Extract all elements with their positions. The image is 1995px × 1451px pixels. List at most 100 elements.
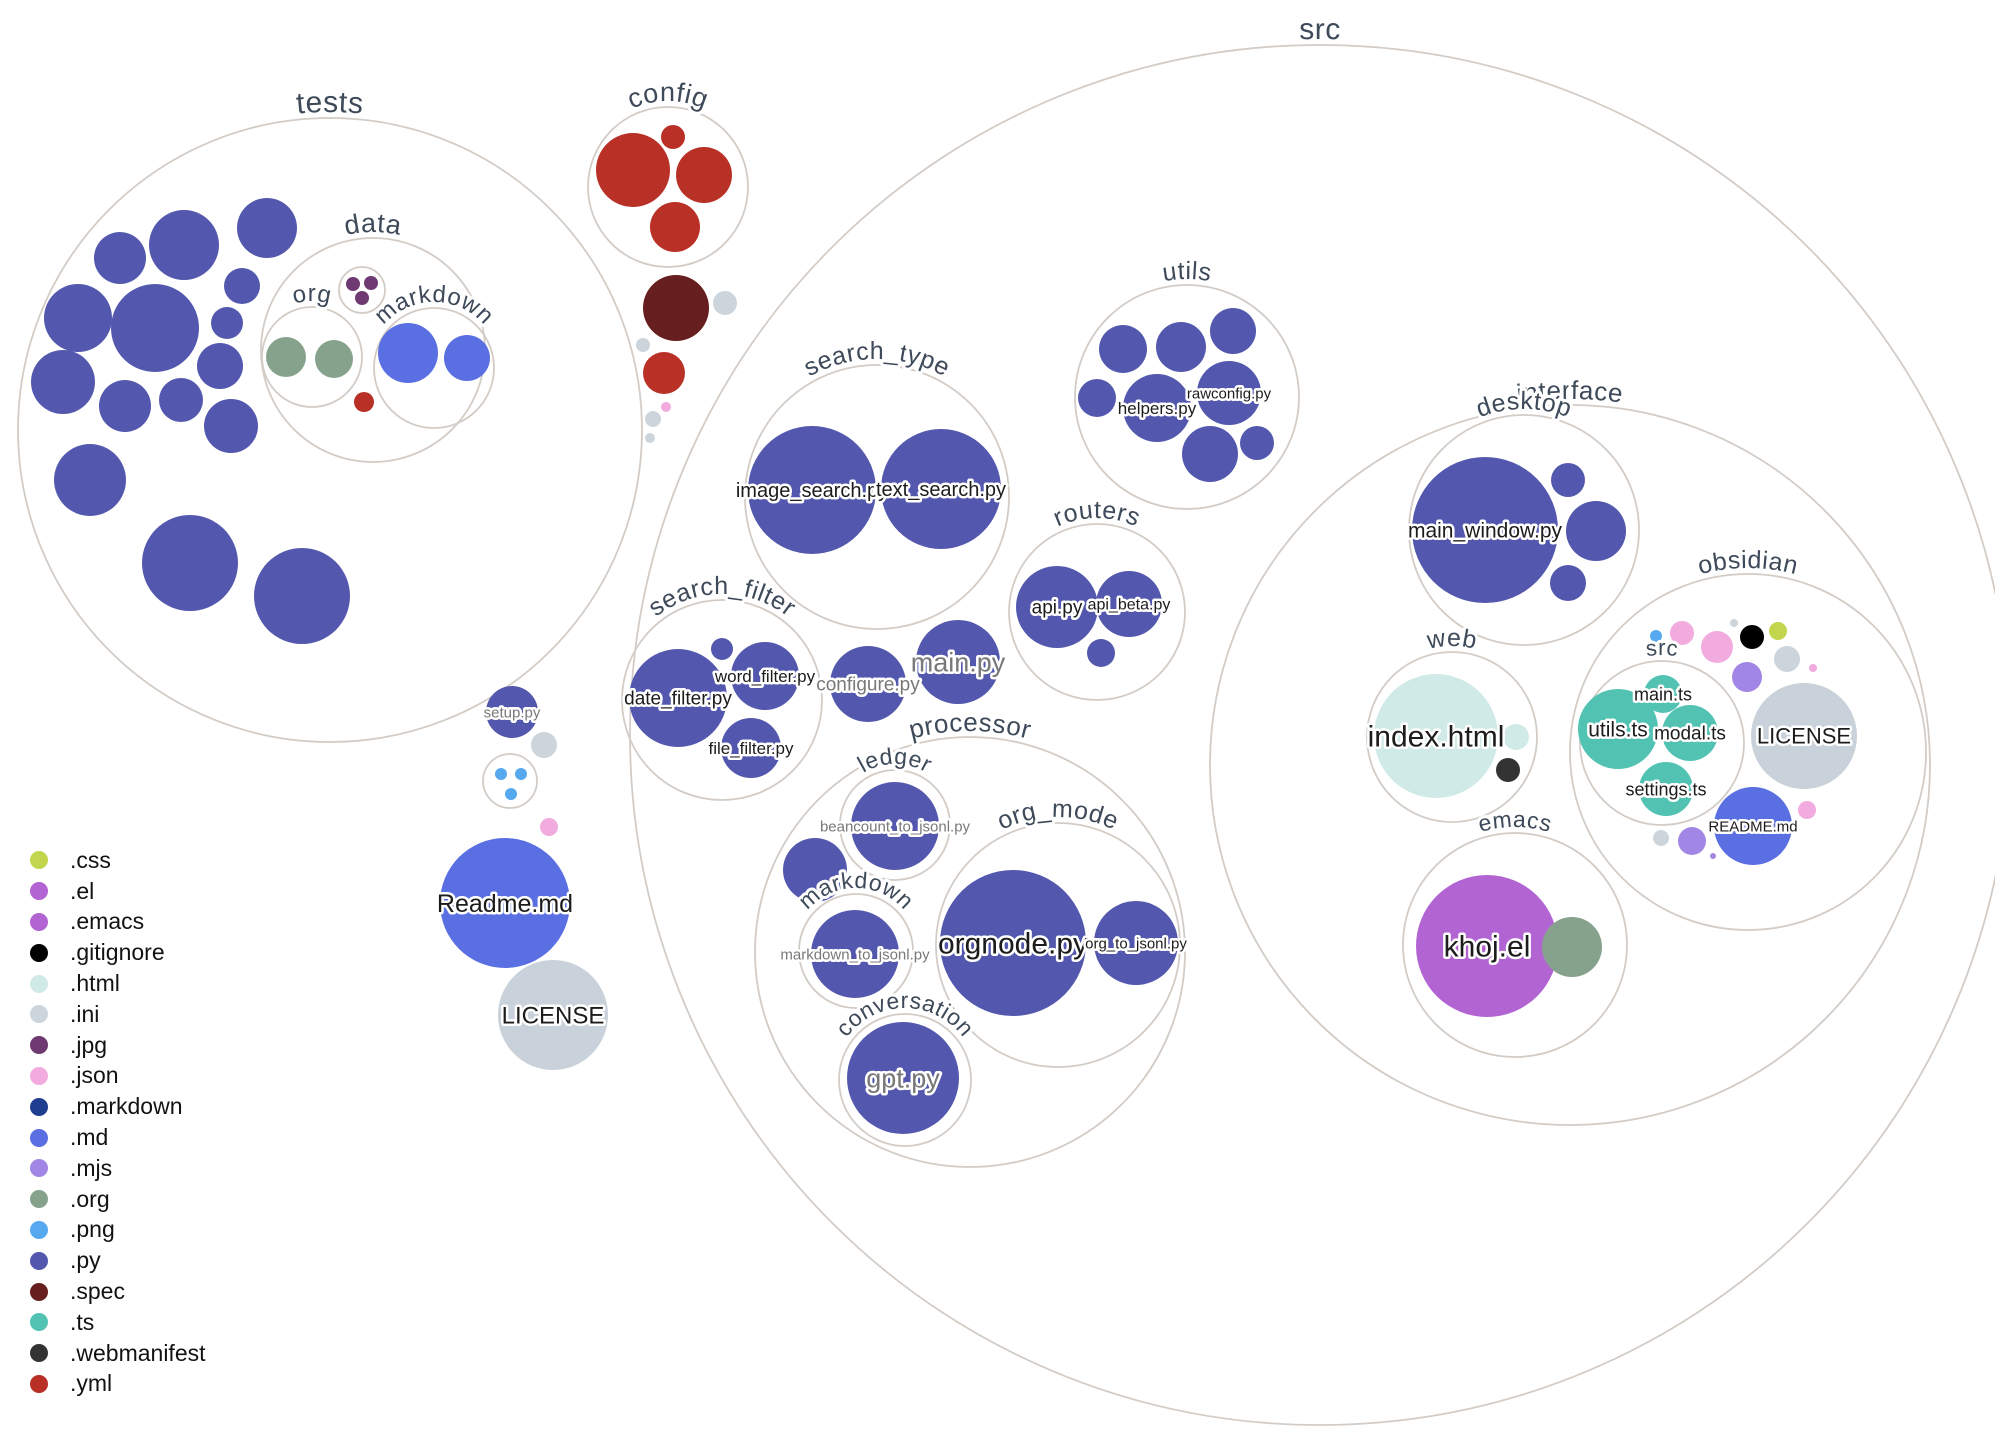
file-circle-LICENSE bbox=[1751, 683, 1857, 789]
legend-label: .gitignore bbox=[70, 939, 165, 966]
legend-label: .json bbox=[70, 1062, 119, 1089]
file-circle-org-dot bbox=[266, 337, 306, 377]
file-circle-py-dot bbox=[1566, 501, 1626, 561]
file-circle-png-dot bbox=[1650, 630, 1662, 642]
dir-circle-utils bbox=[1074, 284, 1300, 510]
file-circle-org-dot bbox=[315, 340, 353, 378]
file-circle-py-dot bbox=[1099, 325, 1147, 373]
legend-label: .yml bbox=[70, 1370, 113, 1397]
file-circle-py-dot bbox=[1182, 426, 1238, 482]
file-circle-py-dot bbox=[1550, 565, 1586, 601]
file-label-word_filter.py: word_filter.py bbox=[714, 667, 816, 686]
dir-label-utils: utils bbox=[1161, 257, 1214, 287]
file-circle-py-dot bbox=[99, 380, 151, 432]
file-circle-khoj.el bbox=[1416, 875, 1558, 1017]
legend-label: .py bbox=[70, 1247, 101, 1274]
file-circle-css-dot bbox=[1769, 622, 1787, 640]
legend-item-json: .json bbox=[30, 1061, 206, 1092]
legend-label: .spec bbox=[70, 1278, 125, 1305]
file-circle-json-dot bbox=[1701, 631, 1733, 663]
legend-color-dot bbox=[30, 1128, 48, 1147]
legend-color-dot bbox=[30, 1374, 48, 1393]
file-circle-mjs-dot bbox=[1678, 827, 1706, 855]
dir-label-markdown: markdown bbox=[369, 281, 499, 330]
file-circle-py-dot bbox=[1078, 379, 1116, 417]
file-label-modal.ts: modal.ts bbox=[1654, 724, 1726, 745]
file-circle-main_window.py bbox=[1412, 457, 1558, 603]
file-circle-py-dot bbox=[142, 515, 238, 611]
legend-color-dot bbox=[30, 1190, 48, 1209]
legend-color-dot bbox=[30, 1066, 48, 1085]
file-circle-image_search.py bbox=[748, 426, 876, 554]
file-label-khoj.el: khoj.el bbox=[1444, 931, 1531, 964]
dir-circle-org_mode bbox=[935, 822, 1181, 1068]
file-label-text_search.py: text_search.py bbox=[876, 479, 1006, 501]
dir-circle-emacs bbox=[1402, 832, 1628, 1058]
dir-label-search_filter: search_filter bbox=[643, 572, 801, 622]
legend-item-html: .html bbox=[30, 968, 206, 999]
dir-label-org_mode: org_mode bbox=[993, 795, 1123, 836]
file-circle-api.py bbox=[1016, 566, 1098, 648]
file-circle-yml-dot bbox=[354, 392, 374, 412]
dir-circle-src bbox=[629, 44, 1995, 1426]
file-circle-rawconfig.py bbox=[1197, 361, 1261, 425]
legend-label: .markdown bbox=[70, 1093, 183, 1120]
file-circle-py-dot bbox=[1551, 463, 1585, 497]
file-circle-setup.py bbox=[486, 686, 538, 738]
file-label-Readme.md: Readme.md bbox=[437, 890, 573, 918]
file-label-main_window.py: main_window.py bbox=[1408, 519, 1563, 542]
legend-item-el: .el bbox=[30, 876, 206, 907]
dir-circle-conversation bbox=[838, 1013, 972, 1147]
legend-color-dot bbox=[30, 882, 48, 901]
dir-circle-config bbox=[587, 106, 749, 268]
legend-item-markdown: .markdown bbox=[30, 1091, 206, 1122]
legend-color-dot bbox=[30, 1036, 48, 1055]
file-circle-jpg-dot bbox=[346, 277, 360, 291]
file-label-README.md: README.md bbox=[1708, 818, 1797, 835]
file-circle-jpg-dot bbox=[355, 291, 369, 305]
file-label-helpers.py: helpers.py bbox=[1118, 399, 1197, 418]
file-circle-py-dot bbox=[111, 284, 199, 372]
file-circle-Readme.md bbox=[440, 838, 570, 968]
file-circle-mjs-dot bbox=[1710, 853, 1716, 859]
file-label-date_filter.py: date_filter.py bbox=[624, 689, 732, 710]
file-circle-py-dot bbox=[94, 232, 146, 284]
file-label-gpt.py: gpt.py bbox=[866, 1063, 940, 1093]
file-circle-utils.ts bbox=[1578, 689, 1658, 769]
file-circle-README.md bbox=[1714, 787, 1792, 865]
file-circle-py-dot bbox=[1087, 639, 1115, 667]
file-circle-org_to_jsonl.py bbox=[1094, 901, 1178, 985]
file-circle-py-dot bbox=[1210, 308, 1256, 354]
file-circle-png-dot bbox=[515, 768, 527, 780]
file-circle-py-dot bbox=[197, 343, 243, 389]
file-circle-ini-dot bbox=[645, 433, 655, 443]
file-circle-py-dot bbox=[1156, 322, 1206, 372]
file-circle-main.ts bbox=[1644, 675, 1682, 713]
file-circle-html-dot bbox=[1503, 724, 1529, 750]
file-labels-layer: setup.py Readme.md LICENSE main.pyconfigure… bbox=[434, 383, 1853, 1096]
dir-circle-unnamed bbox=[482, 753, 538, 809]
file-circle-mjs-dot bbox=[1732, 662, 1762, 692]
file-circle-py-dot bbox=[31, 350, 95, 414]
file-circle-api_beta.py bbox=[1096, 571, 1162, 637]
file-circle-markdown_to_jsonl.py bbox=[811, 910, 899, 998]
legend-item-py: .py bbox=[30, 1245, 206, 1276]
file-label-main.ts: main.ts bbox=[1634, 684, 1692, 704]
file-circle-gitignore-dot bbox=[1740, 625, 1764, 649]
file-circle-file_filter.py bbox=[721, 718, 781, 778]
dir-label-src: src bbox=[1299, 13, 1341, 46]
legend-color-dot bbox=[30, 1313, 48, 1332]
legend-label: .ini bbox=[70, 1000, 100, 1027]
legend-label: .el bbox=[70, 877, 95, 904]
file-circle-py-dot bbox=[44, 284, 112, 352]
legend-label: .webmanifest bbox=[70, 1339, 206, 1366]
file-label-file_filter.py: file_filter.py bbox=[708, 739, 794, 758]
dir-label-processor: processor bbox=[906, 707, 1035, 745]
legend-item-webmanifest: .webmanifest bbox=[30, 1338, 206, 1369]
dir-label-obsidian: obsidian bbox=[1695, 546, 1801, 580]
dir-label-routers: routers bbox=[1049, 496, 1144, 532]
legend-color-dot bbox=[30, 1251, 48, 1270]
legend-color-dot bbox=[30, 1159, 48, 1178]
file-circle-beancount_to_jsonl.py bbox=[851, 782, 939, 870]
